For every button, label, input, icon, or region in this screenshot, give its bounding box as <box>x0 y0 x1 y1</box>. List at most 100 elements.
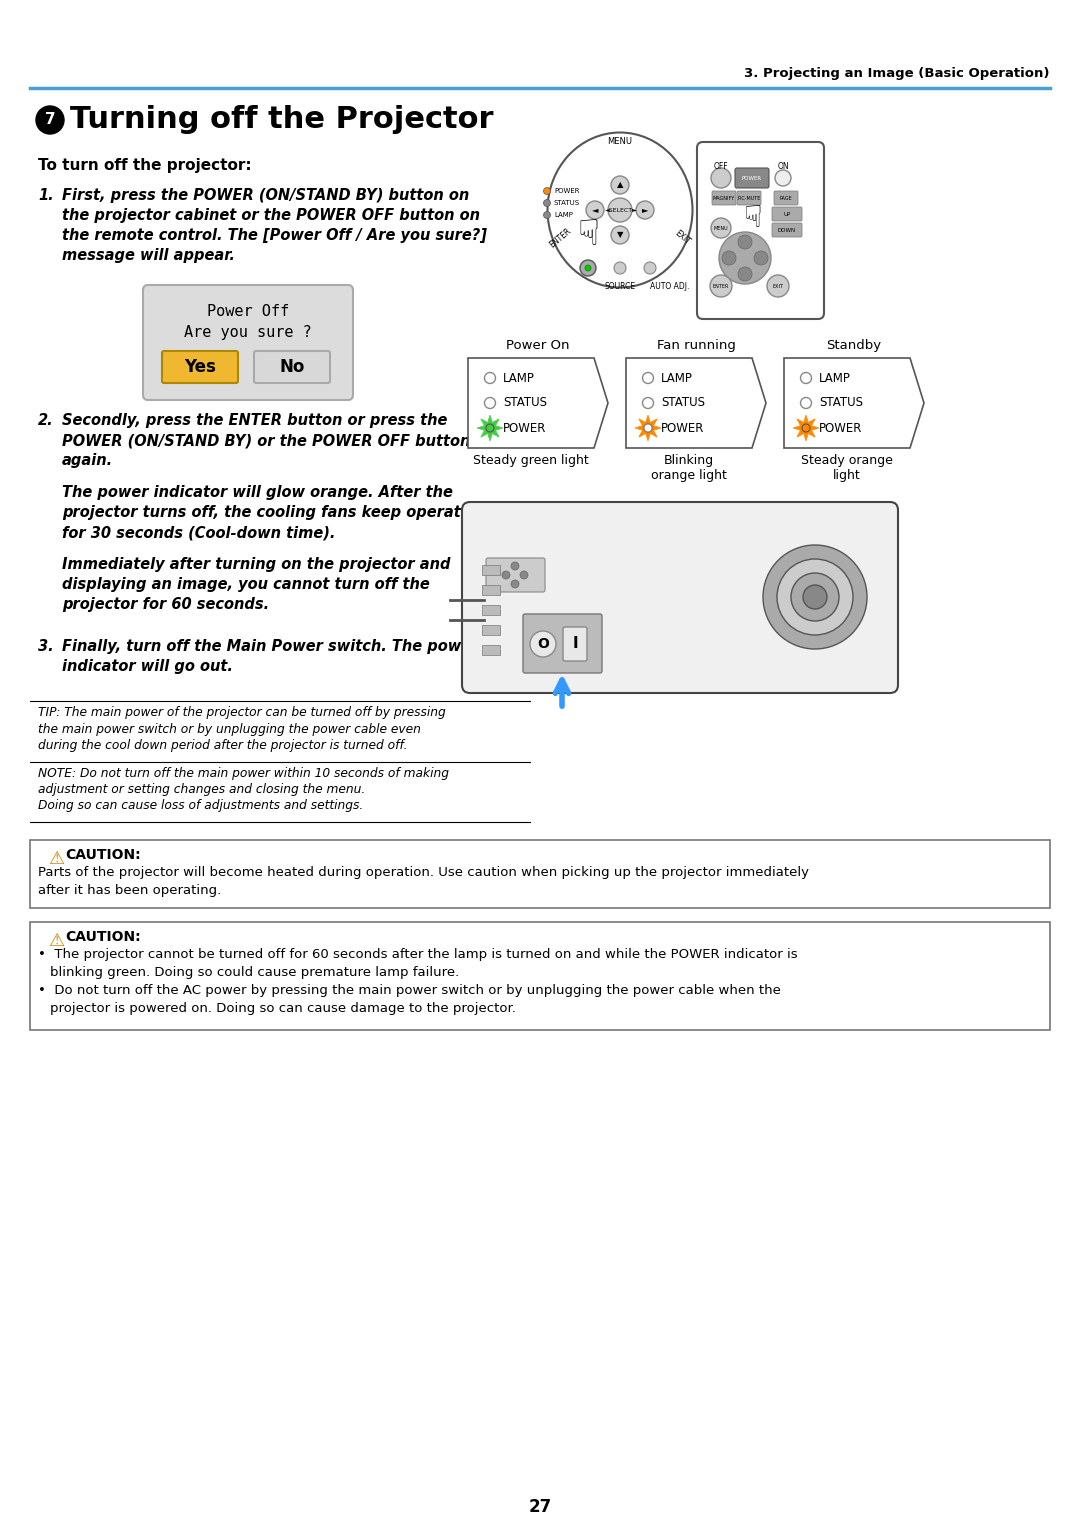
Circle shape <box>511 580 519 588</box>
Circle shape <box>643 397 653 409</box>
FancyBboxPatch shape <box>563 627 588 661</box>
Text: EXIT: EXIT <box>673 229 691 247</box>
Polygon shape <box>793 415 819 441</box>
FancyBboxPatch shape <box>482 626 500 635</box>
Text: I: I <box>572 636 578 652</box>
Text: CAUTION:: CAUTION: <box>65 929 140 945</box>
Text: LAMP: LAMP <box>819 371 851 385</box>
Text: First, press the POWER (ON/STAND BY) button on: First, press the POWER (ON/STAND BY) but… <box>62 188 469 203</box>
Circle shape <box>723 250 735 266</box>
Circle shape <box>644 262 656 275</box>
Text: TIP: The main power of the projector can be turned off by pressing: TIP: The main power of the projector can… <box>38 707 446 719</box>
FancyBboxPatch shape <box>254 351 330 383</box>
Text: The power indicator will glow orange. After the: The power indicator will glow orange. Af… <box>62 485 453 501</box>
Text: blinking green. Doing so could cause premature lamp failure.: blinking green. Doing so could cause pre… <box>50 966 459 980</box>
Circle shape <box>802 424 810 432</box>
FancyBboxPatch shape <box>772 223 802 237</box>
Text: Immediately after turning on the projector and: Immediately after turning on the project… <box>62 557 450 572</box>
FancyBboxPatch shape <box>486 559 545 592</box>
Text: ENTER: ENTER <box>713 284 729 288</box>
Text: Blinking
orange light: Blinking orange light <box>651 455 727 482</box>
Text: MENU: MENU <box>607 137 633 146</box>
FancyBboxPatch shape <box>143 285 353 400</box>
Text: Fan running: Fan running <box>657 339 735 353</box>
Text: the remote control. The [Power Off / Are you sure?]: the remote control. The [Power Off / Are… <box>62 227 487 243</box>
FancyBboxPatch shape <box>772 208 802 221</box>
Circle shape <box>777 559 853 635</box>
FancyBboxPatch shape <box>737 191 761 204</box>
Text: Turning off the Projector: Turning off the Projector <box>70 105 494 134</box>
Ellipse shape <box>548 133 692 287</box>
Text: LAMP: LAMP <box>503 371 535 385</box>
Circle shape <box>486 424 494 432</box>
Text: STATUS: STATUS <box>503 397 546 409</box>
Text: adjustment or setting changes and closing the menu.: adjustment or setting changes and closin… <box>38 783 365 797</box>
FancyBboxPatch shape <box>30 922 1050 1030</box>
Text: during the cool down period after the projector is turned off.: during the cool down period after the pr… <box>38 739 407 752</box>
Circle shape <box>738 235 752 249</box>
Circle shape <box>585 266 591 272</box>
FancyBboxPatch shape <box>712 191 735 204</box>
FancyBboxPatch shape <box>482 645 500 655</box>
Text: Doing so can cause loss of adjustments and settings.: Doing so can cause loss of adjustments a… <box>38 800 363 812</box>
Text: POWER (ON/STAND BY) or the POWER OFF button: POWER (ON/STAND BY) or the POWER OFF but… <box>62 433 471 449</box>
Circle shape <box>775 169 791 186</box>
Text: PAGE: PAGE <box>780 195 793 200</box>
Text: again.: again. <box>62 453 113 468</box>
Circle shape <box>530 630 556 658</box>
FancyBboxPatch shape <box>162 351 238 383</box>
Text: POWER: POWER <box>661 421 704 435</box>
Circle shape <box>502 571 510 578</box>
Circle shape <box>36 105 64 134</box>
Circle shape <box>543 212 551 218</box>
Circle shape <box>586 201 604 220</box>
Circle shape <box>800 397 811 409</box>
Text: ►: ► <box>642 206 648 215</box>
Circle shape <box>754 250 768 266</box>
Text: NOTE: Do not turn off the main power within 10 seconds of making: NOTE: Do not turn off the main power wit… <box>38 766 449 780</box>
Circle shape <box>804 584 827 609</box>
Text: the main power switch or by unplugging the power cable even: the main power switch or by unplugging t… <box>38 722 421 736</box>
Circle shape <box>710 275 732 298</box>
Text: OFF: OFF <box>714 162 728 171</box>
Circle shape <box>582 262 594 275</box>
Text: message will appear.: message will appear. <box>62 249 234 262</box>
Text: STATUS: STATUS <box>661 397 705 409</box>
Text: AUTO ADJ.: AUTO ADJ. <box>650 282 689 291</box>
Text: •  The projector cannot be turned off for 60 seconds after the lamp is turned on: • The projector cannot be turned off for… <box>38 948 798 961</box>
Text: MAGNIFY: MAGNIFY <box>713 195 735 200</box>
Text: EXIT: EXIT <box>772 284 783 288</box>
Polygon shape <box>626 359 766 449</box>
Text: CAUTION:: CAUTION: <box>65 848 140 862</box>
Text: Steady orange
light: Steady orange light <box>801 455 893 482</box>
Circle shape <box>519 571 528 578</box>
Text: for 30 seconds (Cool-down time).: for 30 seconds (Cool-down time). <box>62 525 336 540</box>
Circle shape <box>644 424 652 432</box>
Text: 1.: 1. <box>38 188 54 203</box>
Text: ☟: ☟ <box>744 204 762 233</box>
Text: 27: 27 <box>528 1499 552 1515</box>
Text: ▼: ▼ <box>617 230 623 240</box>
Text: ▲: ▲ <box>617 180 623 189</box>
FancyBboxPatch shape <box>462 502 897 693</box>
Text: 3.: 3. <box>38 639 54 655</box>
Text: ENTER: ENTER <box>548 226 572 250</box>
FancyBboxPatch shape <box>482 584 500 595</box>
Ellipse shape <box>719 232 771 284</box>
Polygon shape <box>477 415 503 441</box>
FancyBboxPatch shape <box>482 604 500 615</box>
Circle shape <box>543 188 551 194</box>
Circle shape <box>800 372 811 383</box>
Text: STATUS: STATUS <box>819 397 863 409</box>
Text: Are you sure ?: Are you sure ? <box>184 325 312 340</box>
Circle shape <box>738 267 752 281</box>
Text: after it has been operating.: after it has been operating. <box>38 884 221 897</box>
Circle shape <box>636 201 654 220</box>
Text: DOWN: DOWN <box>778 227 796 232</box>
FancyBboxPatch shape <box>774 191 798 204</box>
Text: MENU: MENU <box>714 226 728 230</box>
Circle shape <box>762 545 867 649</box>
Text: POWER: POWER <box>819 421 862 435</box>
FancyBboxPatch shape <box>697 142 824 319</box>
Text: indicator will go out.: indicator will go out. <box>62 659 233 674</box>
